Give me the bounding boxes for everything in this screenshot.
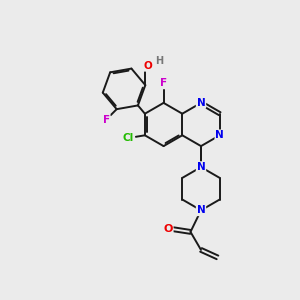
Text: H: H [155,56,163,66]
Text: N: N [215,130,224,140]
Text: F: F [103,115,110,125]
Text: N: N [196,205,206,215]
Text: N: N [196,98,206,108]
Text: O: O [163,224,173,234]
Text: O: O [144,61,153,70]
Text: Cl: Cl [123,133,134,143]
Text: F: F [160,78,167,88]
Text: N: N [196,162,206,172]
